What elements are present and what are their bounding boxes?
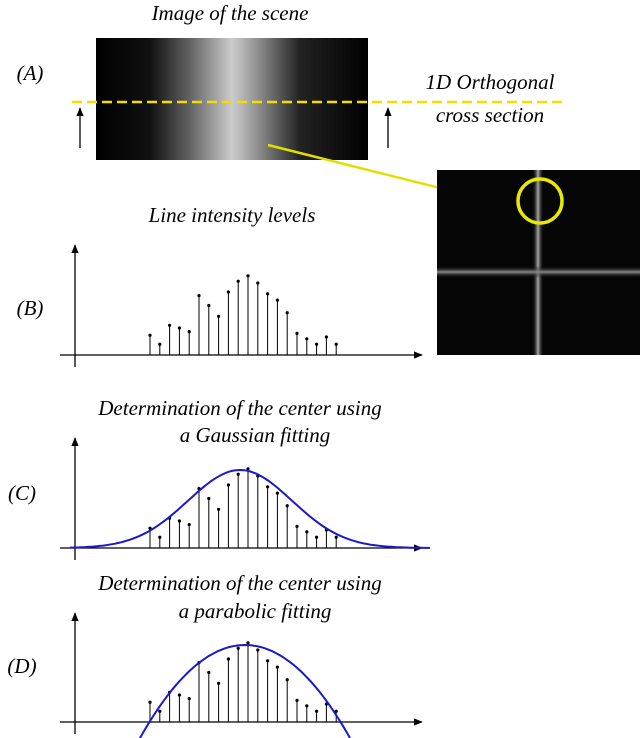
stem-dot — [295, 699, 298, 702]
stem-dot — [295, 332, 298, 335]
stem-dot — [286, 311, 289, 314]
stem-dot — [286, 504, 289, 507]
stem-dot — [315, 710, 318, 713]
stem-dot — [246, 641, 249, 644]
stem-dot — [197, 294, 200, 297]
inset-line — [532, 170, 544, 355]
stem-dot — [335, 536, 338, 539]
stem-dot — [227, 290, 230, 293]
stem-dot — [158, 710, 161, 713]
stem-dot — [315, 536, 318, 539]
panel-label: (B) — [17, 296, 44, 320]
stem-dot — [188, 330, 191, 333]
stem-dot — [276, 299, 279, 302]
stem-dot — [276, 666, 279, 669]
diagram: Image of the scene (A) 1D Orthogonal cro… — [0, 0, 644, 738]
panel-title: Determination of the center using — [97, 571, 381, 595]
stem-dot — [325, 335, 328, 338]
stem-dot — [178, 326, 181, 329]
stem-dot — [227, 483, 230, 486]
stem-dot — [276, 492, 279, 495]
panel-a: Image of the scene (A) 1D Orthogonal cro… — [17, 1, 640, 355]
stem-dot — [266, 485, 269, 488]
panel-label: (C) — [8, 481, 36, 505]
stem-dot — [217, 682, 220, 685]
stem-dot — [305, 530, 308, 533]
stem-dot — [237, 280, 240, 283]
stem-dot — [256, 648, 259, 651]
panel-title: a Gaussian fitting — [180, 423, 331, 447]
stem-dot — [335, 343, 338, 346]
panel-title: Determination of the center using — [97, 396, 381, 420]
stem-dot — [256, 281, 259, 284]
stem-dot — [178, 519, 181, 522]
stem-dot — [188, 697, 191, 700]
stem-dot — [217, 315, 220, 318]
panel-title: a parabolic fitting — [179, 599, 332, 623]
panel-label: (D) — [7, 654, 36, 678]
panel-title: Line intensity levels — [148, 203, 316, 227]
stem-dot — [286, 678, 289, 681]
panel-title: Image of the scene — [151, 1, 309, 25]
stem-dot — [207, 497, 210, 500]
stem-dot — [266, 659, 269, 662]
annotation: 1D Orthogonal — [426, 70, 555, 94]
stem-dot — [227, 657, 230, 660]
stem-dot — [295, 525, 298, 528]
stem-dot — [305, 704, 308, 707]
stem-dot — [158, 536, 161, 539]
stem-dot — [148, 701, 151, 704]
stem-dot — [148, 334, 151, 337]
inset-line — [437, 266, 640, 278]
stem-dot — [207, 304, 210, 307]
stem-dot — [217, 508, 220, 511]
stem-dot — [158, 343, 161, 346]
stem-dot — [237, 473, 240, 476]
stem-dot — [305, 337, 308, 340]
stem-dot — [168, 324, 171, 327]
stem-dot — [237, 647, 240, 650]
stem-dot — [266, 292, 269, 295]
stem-dot — [178, 693, 181, 696]
annotation: cross section — [436, 103, 544, 127]
stem-dot — [207, 671, 210, 674]
stem-dot — [315, 343, 318, 346]
panel-label: (A) — [17, 61, 44, 85]
scene-image — [96, 38, 368, 160]
fit-curve — [70, 470, 430, 548]
stem-dot — [246, 274, 249, 277]
stem-dot — [188, 523, 191, 526]
